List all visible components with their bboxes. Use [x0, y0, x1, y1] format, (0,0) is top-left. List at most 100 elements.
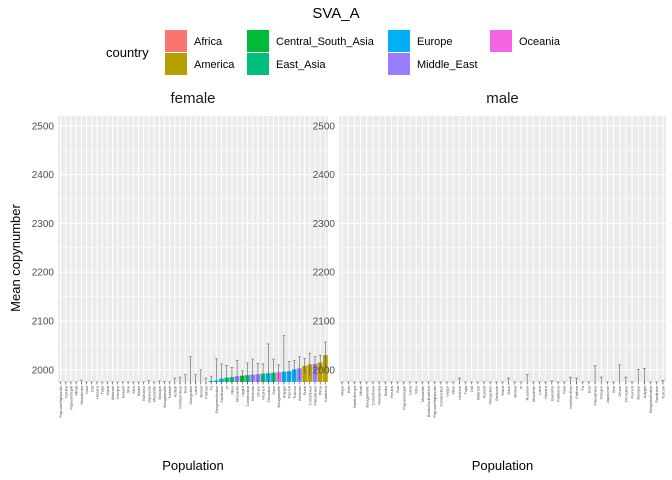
x-tick-label: Biaka	[383, 385, 388, 396]
x-tick-label: French	[287, 386, 292, 398]
x-tick-label: Lahu	[407, 386, 412, 395]
y-axis-label: Mean copynumber	[8, 203, 23, 311]
x-tick-label: Mandenka	[79, 385, 84, 404]
x-tick-label: Sardinian	[654, 386, 659, 403]
x-tick-label: Tuscan	[660, 386, 665, 399]
x-tick-label: Mozabite	[235, 385, 240, 402]
x-tick-label: Orcadian	[623, 386, 628, 402]
x-tick-label: Druze	[617, 385, 622, 396]
y-tick-label: 2200	[32, 268, 55, 279]
x-tick-label: Mozabite	[420, 385, 425, 402]
x-tick-label: Tujia	[463, 385, 468, 394]
x-tick-label: Brahui	[198, 386, 203, 398]
x-tick-label: Yakut	[105, 385, 110, 396]
legend-label-middle-east: Middle_East	[417, 59, 478, 71]
x-tick-label: Russian	[525, 386, 530, 400]
x-tick-label: Bedouin	[494, 386, 499, 401]
x-tick-label: Yoruba	[63, 385, 68, 398]
x-tick-label: Yakut	[500, 385, 505, 396]
x-tick-label: Mbuti	[74, 386, 79, 396]
x-tick-label: Japanese	[146, 385, 151, 403]
x-tick-label: BantuSouthAfrica	[426, 385, 431, 417]
x-tick-label: Bedouin	[297, 386, 302, 401]
bar-karitiana	[323, 355, 328, 382]
x-tick-label: PapuanHighlands	[58, 386, 63, 418]
legend-key-middle-east	[388, 53, 410, 75]
panel-female: female 2000 2100 2200 2300 2400 2500 PapuanHigh…	[32, 90, 328, 473]
y-tick-label: 2100	[313, 316, 336, 327]
x-tick-label: Mozabite	[531, 385, 536, 402]
legend-label-europe: Europe	[417, 36, 452, 48]
x-tick-label: Cambodian	[245, 386, 250, 406]
panel-background	[58, 116, 328, 382]
x-tick-label: Kalash	[120, 386, 125, 398]
x-tick-label: Oroqen	[115, 386, 120, 399]
legend-key-america	[165, 53, 187, 75]
facet-panels: female 2000 2100 2200 2300 2400 2500 PapuanHigh…	[32, 90, 666, 473]
bar-palestinian	[312, 363, 318, 382]
legend-label-east-asia: East_Asia	[276, 59, 326, 71]
x-tick-label: Naxi	[84, 386, 89, 394]
bar-pima	[317, 362, 323, 382]
x-tick-label: San	[395, 386, 400, 393]
x-tick-label: Adygei	[642, 386, 647, 398]
x-tick-label: Surui	[302, 386, 307, 395]
x-tick-label: Daur	[271, 385, 276, 394]
y-tick-label: 2200	[313, 268, 336, 279]
x-tick-label: Naxi	[562, 386, 567, 394]
x-tick-label: BantuKenya	[352, 385, 357, 408]
legend-label-central-south-asia: Central_South_Asia	[276, 36, 375, 48]
x-tick-label: PapuanSepik	[68, 386, 73, 410]
legend: country Africa America Central_South_Asia E…	[106, 30, 561, 75]
x-tick-label: Daur	[506, 385, 511, 394]
legend-title: country	[106, 45, 149, 60]
x-tick-label: NorthernHan	[568, 386, 573, 409]
x-axis-label: Population	[472, 458, 533, 473]
x-tick-label: Makrani	[110, 386, 115, 400]
x-tick-label: Turkish	[167, 386, 172, 399]
x-tick-label: Bougainville	[162, 385, 167, 407]
x-tick-label: PapuanSepik	[401, 386, 406, 410]
x-tick-label: Tu	[209, 386, 214, 391]
x-tick-label: Miao	[229, 385, 234, 394]
x-tick-label: Bedouin	[250, 386, 255, 401]
y-tick-label: 2500	[32, 121, 55, 132]
panel-title-male: male	[486, 90, 519, 107]
y-tick-label: 2400	[313, 170, 336, 181]
x-tick-label: Pima	[318, 385, 323, 395]
x-tick-label: Tuscan	[292, 386, 297, 399]
x-tick-label: Mozabite	[152, 385, 157, 402]
y-tick-label: 2100	[32, 316, 55, 327]
x-tick-label: Druze	[255, 385, 260, 396]
x-tick-label: Uygur	[240, 385, 245, 396]
x-tick-label: Han	[183, 386, 188, 393]
legend-key-europe	[388, 30, 410, 52]
x-tick-label: Sardinian	[219, 386, 224, 403]
x-tick-label: Tu	[580, 386, 585, 391]
y-tick-label: 2300	[32, 219, 55, 230]
x-tick-label: Uygur	[444, 385, 449, 396]
x-tick-label: Biaka	[136, 385, 141, 396]
legend-label-africa: Africa	[194, 36, 223, 48]
x-tick-label: Dai	[469, 386, 474, 392]
legend-key-east-asia	[247, 53, 269, 75]
x-tick-label: Miao	[451, 385, 456, 394]
x-tick-label: Karitiana	[323, 385, 328, 402]
x-tick-label: Orcadian	[266, 386, 271, 402]
x-tick-label: Burusho	[549, 385, 554, 401]
panel-title-female: female	[170, 90, 215, 107]
x-tick-label: Mongolian	[188, 386, 193, 404]
x-tick-label: Brahui	[512, 386, 517, 398]
x-tick-label: Colombian	[370, 386, 375, 405]
x-tick-label: Mongolian	[488, 386, 493, 404]
x-tick-label: Cambodian	[438, 386, 443, 406]
x-tick-label: Karitiana	[556, 385, 561, 402]
legend-label-america: America	[194, 59, 235, 71]
x-tick-label: Yoruba	[389, 385, 394, 398]
x-tick-label: Lahu	[537, 386, 542, 395]
x-tick-label: Maya	[340, 385, 345, 396]
x-tick-label: French	[630, 386, 635, 398]
x-tick-label: BergamoItalian	[214, 386, 219, 413]
